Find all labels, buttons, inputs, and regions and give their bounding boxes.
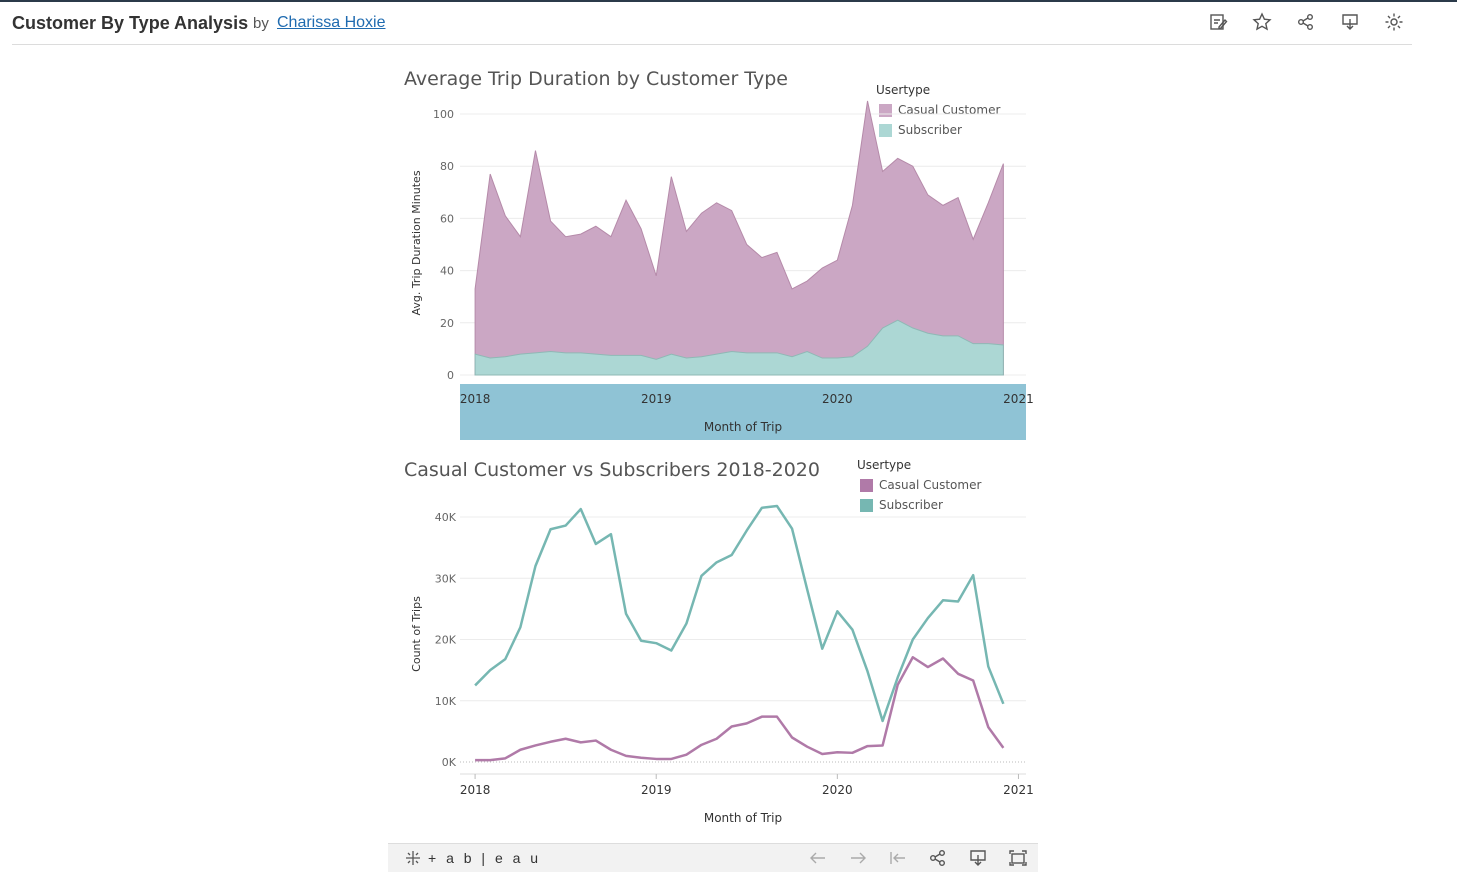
chart1-legend-subscriber[interactable]: Subscriber — [879, 123, 962, 137]
edit-icon[interactable] — [1208, 12, 1228, 32]
legend-swatch — [860, 478, 873, 492]
legend-label: Subscriber — [898, 123, 962, 137]
y-tick-label: 80 — [440, 160, 454, 173]
chart1-legend-casual[interactable]: Casual Customer — [879, 103, 1000, 117]
settings-icon[interactable] — [1384, 12, 1404, 32]
star-icon[interactable] — [1252, 12, 1272, 32]
chart2-y-ticks: 0K 10K 20K 30K 40K — [435, 511, 457, 769]
redo-icon[interactable] — [848, 848, 868, 868]
header-actions — [1208, 12, 1404, 32]
y-tick-label: 40 — [440, 265, 454, 278]
workbook-title: Customer By Type Analysis — [12, 13, 249, 33]
share-icon[interactable] — [928, 848, 948, 868]
legend-label: Casual Customer — [879, 478, 982, 492]
chart1-x-axis-band[interactable] — [460, 384, 1026, 440]
chart2-x-ticks: 2018 2019 2020 2021 — [460, 774, 1034, 797]
legend-swatch — [879, 103, 892, 117]
header-bar: Customer By Type Analysis by Charissa Ho… — [12, 8, 1412, 45]
tableau-toolbar: + a b | e a u — [388, 843, 1038, 872]
legend-swatch — [860, 498, 873, 512]
chart1-legend-title: Usertype — [876, 83, 931, 97]
legend-label: Casual Customer — [898, 103, 1001, 117]
y-tick-label: 20 — [440, 317, 454, 330]
chart2-line-casual[interactable] — [475, 656, 1005, 762]
toolbar-actions — [808, 848, 1028, 868]
x-tick-label: 2021 — [1003, 783, 1034, 797]
y-tick-label: 20K — [435, 634, 457, 647]
y-tick-label: 60 — [440, 212, 454, 225]
download-icon[interactable] — [1340, 12, 1360, 32]
x-tick-label: 2020 — [822, 783, 853, 797]
y-tick-label: 100 — [433, 108, 454, 121]
chart2-title: Casual Customer vs Subscribers 2018-2020 — [404, 459, 820, 481]
chart2-legend-title: Usertype — [857, 458, 912, 472]
tableau-cross-icon — [406, 851, 420, 865]
x-tick-label: 2018 — [460, 783, 491, 797]
x-tick-label: 2019 — [641, 783, 672, 797]
tableau-wordmark: + a b | e a u — [428, 850, 542, 866]
y-tick-label: 40K — [435, 511, 457, 524]
byline-prefix: by — [253, 15, 269, 32]
chart1-area-subscriber[interactable] — [474, 319, 1004, 376]
legend-label: Subscriber — [879, 498, 943, 512]
y-tick-label: 0K — [442, 756, 457, 769]
chart2-line-subscriber[interactable] — [474, 504, 1005, 723]
chart1-title: Average Trip Duration by Customer Type — [404, 68, 788, 90]
y-tick-label: 10K — [435, 695, 457, 708]
chart1-y-axis-label: Avg. Trip Duration Minutes — [410, 170, 423, 315]
chart2-legend-casual[interactable]: Casual Customer — [860, 478, 981, 492]
chart2-grid — [460, 516, 1026, 775]
fullscreen-icon[interactable] — [1008, 848, 1028, 868]
y-tick-label: 30K — [435, 572, 457, 585]
download-icon[interactable] — [968, 848, 988, 868]
chart2-legend-subscriber[interactable]: Subscriber — [860, 498, 943, 512]
undo-icon[interactable] — [808, 848, 828, 868]
chart2-x-axis-label: Month of Trip — [704, 811, 782, 825]
top-border — [0, 0, 1457, 2]
share-icon[interactable] — [1296, 12, 1316, 32]
tableau-logo[interactable]: + a b | e a u — [404, 849, 541, 867]
legend-swatch — [879, 123, 892, 137]
author-link[interactable]: Charissa Hoxie — [277, 14, 386, 31]
chart1-area-casual[interactable] — [474, 100, 1004, 376]
revert-icon[interactable] — [888, 848, 908, 868]
y-tick-label: 0 — [447, 369, 454, 382]
chart1-y-ticks: 0 20 40 60 80 100 — [433, 108, 454, 382]
chart1-grid — [460, 113, 1026, 376]
chart2-y-axis-label: Count of Trips — [410, 596, 423, 672]
